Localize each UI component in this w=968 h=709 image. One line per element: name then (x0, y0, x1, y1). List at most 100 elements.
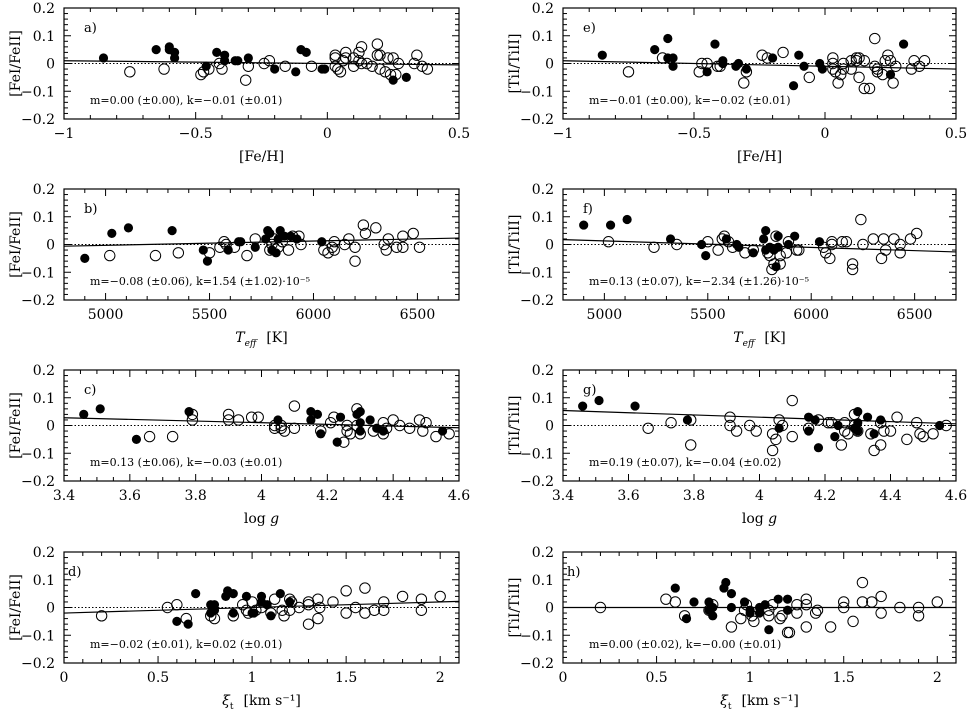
data-point-open (180, 612, 192, 625)
data-point-open (312, 612, 324, 625)
data-point-filled (701, 251, 711, 261)
data-point-filled (151, 45, 161, 55)
data-point-open (693, 66, 705, 78)
data-point-filled (759, 234, 769, 244)
data-point-open (242, 607, 255, 619)
y-axis-title: [FeI/FeII] (8, 211, 24, 278)
data-point-open (766, 444, 779, 457)
data-point-open (756, 49, 768, 61)
data-point-open (802, 422, 815, 434)
data-point-filled (788, 81, 799, 91)
data-point-open (858, 82, 870, 95)
y-tick-label: −0.1 (21, 446, 55, 462)
fit-annotation: m=−0.08 (±0.06), k=1.54 (±1.02)·10⁻⁵ (90, 275, 310, 288)
x-axis-title-text: T (235, 330, 246, 346)
data-point-filled (316, 429, 326, 439)
y-tick-label: −0.2 (520, 112, 554, 128)
data-point-open (186, 408, 199, 421)
panel-label: f) (583, 202, 593, 217)
data-point-open (887, 77, 899, 89)
data-point-open (143, 430, 156, 443)
data-point-open (241, 249, 253, 262)
y-tick-label: 0.2 (33, 182, 55, 198)
x-tick-label: 4.2 (316, 488, 338, 504)
data-point-open (791, 607, 803, 619)
data-point-open (848, 419, 861, 432)
data-point-open (420, 417, 432, 429)
x-tick-label: 0 (821, 126, 830, 142)
data-point-open (268, 419, 281, 432)
data-point-open (344, 428, 357, 440)
data-point-open (195, 68, 207, 81)
data-point-open (776, 419, 789, 432)
data-point-open (407, 227, 419, 240)
y-tick-label: −0.1 (21, 265, 55, 281)
y-tick-label: 0.1 (532, 210, 554, 226)
x-tick-label: −0.5 (677, 126, 711, 142)
data-point-open (738, 77, 750, 89)
data-point-filled (579, 220, 589, 230)
data-point-open (328, 236, 340, 248)
data-point-open (288, 422, 301, 434)
y-tick-label: 0.1 (532, 391, 554, 407)
data-point-open (836, 236, 848, 248)
data-point-open (379, 66, 391, 78)
data-point-open (282, 244, 295, 256)
data-point-filled (773, 242, 783, 252)
data-point-open (340, 607, 352, 619)
data-point-open (846, 258, 859, 270)
data-point-open (340, 46, 352, 59)
panel-g: −0.2 −0.1 0 0.1 0.2 3.4 3.6 3.8 4 4.2 4.4 4.6 log g [… (507, 363, 967, 527)
data-point-filled (702, 67, 712, 77)
data-point-open (800, 593, 812, 605)
panel-h: −0.2 −0.1 0 0.1 0.2 0 0.5 1 1.5 2 ξt [km s⁻¹] [TiI/T… (507, 545, 957, 709)
data-point-open (602, 236, 615, 248)
data-point-open (783, 626, 796, 639)
x-axis-title-subscript: t (728, 702, 732, 709)
data-point-open (382, 52, 394, 64)
y-axis-title: [FeI/FeII] (8, 30, 24, 97)
data-point-filled (830, 431, 840, 442)
data-point-filled (734, 242, 744, 252)
data-point-open (359, 582, 371, 594)
data-point-open (371, 49, 384, 61)
data-point-open (748, 615, 760, 628)
data-point-open (416, 60, 428, 72)
data-point-filled (191, 589, 201, 599)
data-point-open (216, 63, 228, 75)
data-point-open (252, 411, 264, 423)
panel-c: −0.2 −0.1 0 0.1 0.2 3.4 3.6 3.8 4 4.2 4.4 4.6 log g [… (8, 363, 470, 527)
x-axis-title-subscript: eff (743, 339, 756, 349)
data-point-open (240, 604, 253, 616)
data-point-open (314, 601, 326, 614)
panel-d: −0.2 −0.1 0 0.1 0.2 0 0.5 1 1.5 2 ξt [km s⁻¹] [FeI/F… (8, 545, 460, 709)
data-point-open (374, 63, 386, 75)
data-point-open (735, 612, 747, 625)
y-tick-label: −0.1 (520, 446, 554, 462)
data-point-open (368, 604, 381, 616)
data-point-filled (123, 223, 134, 233)
data-point-filled (869, 429, 879, 439)
x-tick-label: 3.6 (617, 488, 639, 504)
data-point-open (359, 607, 371, 619)
data-point-open (809, 607, 822, 619)
x-tick-label: 6500 (897, 307, 933, 323)
fit-annotation: m=−0.01 (±0.00), k=−0.02 (±0.01) (589, 94, 791, 107)
data-point-open (594, 601, 607, 614)
data-point-open (894, 247, 906, 259)
data-point-filled (764, 625, 774, 635)
x-tick-label: −1 (553, 126, 574, 142)
data-point-open (894, 238, 906, 251)
x-axis-title-var: g (270, 511, 279, 527)
data-point-open (835, 68, 847, 81)
y-tick-label: 0.1 (532, 29, 554, 45)
data-point-open (355, 57, 368, 70)
x-tick-label: 0.5 (645, 670, 667, 686)
data-point-open (359, 227, 372, 240)
data-point-open (817, 241, 830, 253)
data-point-filled (813, 443, 824, 453)
data-point-open (905, 63, 918, 75)
data-point-filled (317, 237, 327, 247)
panel-a: −0.2 −0.1 0 0.1 0.2 −1 −0.5 0 0.5 [Fe/H] [FeI/FeII… (8, 1, 470, 165)
y-tick-label: −0.1 (520, 628, 554, 644)
